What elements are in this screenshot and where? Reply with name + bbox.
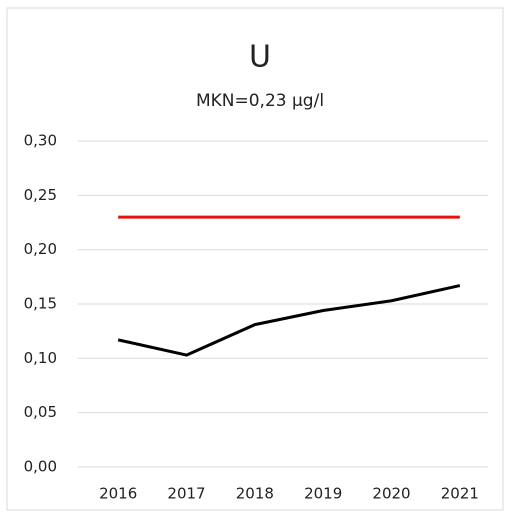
y-tick-label: 0,10 (24, 349, 57, 367)
y-tick-label: 0,00 (24, 458, 57, 476)
y-tick-label: 0,05 (24, 403, 57, 421)
y-tick-label: 0,25 (24, 186, 57, 204)
x-tick-label: 2017 (167, 485, 205, 503)
x-tick-label: 2016 (99, 485, 137, 503)
y-tick-label: 0,20 (24, 240, 57, 258)
x-tick-label: 2019 (304, 485, 342, 503)
y-tick-label: 0,15 (24, 295, 57, 313)
x-tick-label: 2020 (372, 485, 410, 503)
x-tick-label: 2018 (236, 485, 274, 503)
chart-title: U (249, 40, 271, 75)
chart-subtitle: MKN=0,23 µg/l (196, 91, 324, 111)
chart-border (6, 7, 504, 511)
series-line (117, 284, 461, 357)
x-tick-label: 2021 (441, 485, 479, 503)
y-tick-label: 0,30 (24, 132, 57, 150)
